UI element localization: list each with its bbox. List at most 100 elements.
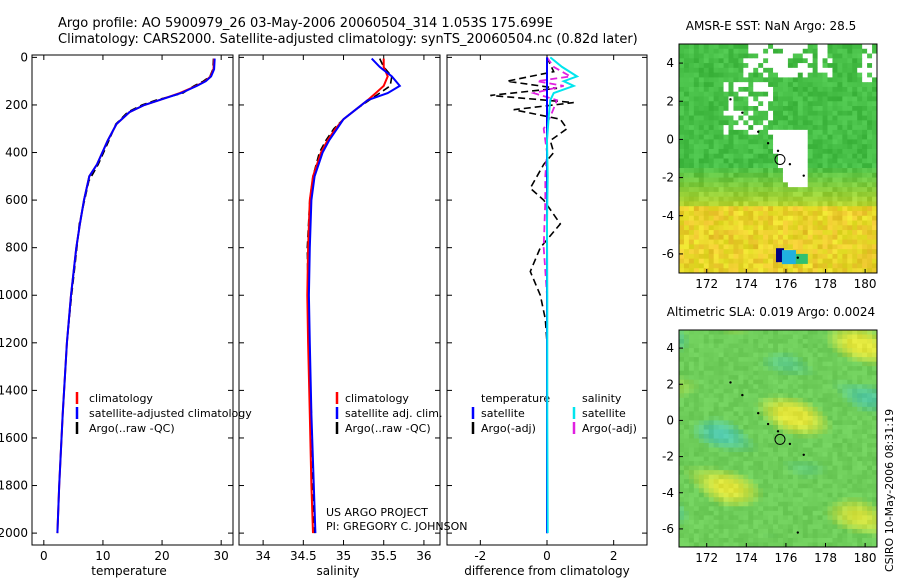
sla_map-cell (857, 456, 863, 462)
sst_map-cell (703, 258, 710, 264)
sla_map-cell (852, 411, 858, 417)
sst_map-cell (862, 201, 868, 207)
sla_map-cell (753, 348, 759, 353)
sla_map-cell (797, 506, 804, 512)
sla_map-cell (807, 361, 814, 367)
sla_map-cell (693, 361, 700, 367)
sst_map-cell (778, 210, 784, 217)
sla_map-cell (753, 343, 759, 349)
sla_map-cell (862, 515, 868, 521)
sst_map-cell (768, 234, 774, 240)
sst_map-cell (758, 67, 764, 74)
sst_map-cell (782, 139, 789, 145)
sla_map-cell (753, 361, 759, 367)
sla_map-cell (743, 470, 749, 476)
sla_map-cell (812, 357, 818, 363)
sla_map-cell (832, 447, 838, 453)
sst_map-cell (679, 177, 685, 183)
sla_map-cell (792, 506, 799, 512)
sst_map-cell (703, 110, 710, 116)
sla_map-cell (728, 424, 734, 430)
sst_map-cell (778, 139, 784, 145)
sst_map-cell (748, 72, 754, 78)
sla_map-cell (683, 343, 690, 349)
sst_map-cell (733, 101, 739, 107)
sla_map-cell (832, 479, 838, 485)
difference-panel: difference from climatology temperature … (464, 392, 637, 578)
salinity-xtick-label: 36 (416, 549, 431, 563)
sla_map-cell (792, 474, 799, 480)
sst_map-cell (743, 249, 749, 255)
sst_map-cell (748, 187, 754, 193)
sst_map-cell (708, 82, 715, 88)
sla_map-cell (748, 483, 754, 489)
sst_map-cell (753, 253, 759, 260)
sla_map-cell (768, 343, 774, 349)
sst_map-cell (842, 44, 848, 50)
sla_map-cell (698, 447, 705, 453)
sst_map-cell (797, 53, 804, 59)
sst_map-cell (792, 206, 799, 212)
sst_map-cell (738, 191, 744, 198)
sst_map-cell (773, 101, 779, 107)
sla_map-cell (768, 370, 774, 376)
sst_map-cell (728, 230, 734, 236)
sst_map-cell (748, 163, 754, 169)
sst_map-cell (807, 191, 814, 198)
sla_map-cell (872, 411, 878, 417)
sst_map-cell (867, 48, 873, 54)
sst_map-cell (748, 201, 754, 207)
sla_map-cell (753, 470, 759, 476)
sst_map-cell (792, 225, 799, 231)
sst_map-cell (797, 268, 804, 274)
sst_map-cell (837, 144, 843, 150)
sst_map-cell (817, 153, 823, 159)
sst_map-cell (693, 268, 700, 274)
sst_map-cell (837, 249, 843, 255)
sst_map-cell (723, 48, 729, 54)
sst_map-cell (698, 48, 705, 54)
sla_map-cell (842, 528, 848, 534)
sla_map-cell (723, 361, 729, 367)
sst_map-cell (698, 139, 705, 145)
sst_map-cell (773, 129, 779, 136)
sla_map-cell (713, 524, 719, 530)
sst_map-cell (763, 220, 769, 226)
sst_map-cell (758, 101, 764, 107)
sla_map-cell (832, 330, 838, 335)
sst_map-cell (698, 263, 705, 269)
sst_map-cell (773, 230, 779, 236)
sla_map-cell (792, 366, 799, 372)
sst_map-cell (728, 182, 734, 188)
sst_map-cell (723, 148, 729, 155)
sst_map-cell (728, 148, 734, 155)
sla_map-cell (733, 537, 739, 543)
sst_map-cell (753, 129, 759, 136)
sst_map-cell (773, 220, 779, 226)
sst_map-cell (847, 253, 853, 260)
sla_map-cell (782, 515, 789, 521)
sst_map-cell (847, 58, 853, 64)
sla_map-cell (683, 497, 690, 503)
sst_map-cell (837, 48, 843, 54)
sst_map-cell (748, 153, 754, 159)
sst_map-cell (832, 263, 838, 269)
sla_map-cell (688, 343, 695, 349)
sst_map-cell (683, 67, 690, 74)
sst_map-cell (807, 96, 814, 102)
sla_map-cell (688, 393, 695, 399)
sla_map-cell (812, 537, 818, 543)
sst_map-cell (842, 48, 848, 54)
sla_map-cell (758, 429, 764, 435)
sla_map-cell (773, 343, 779, 349)
sla_map-cell (802, 361, 809, 367)
sst_map-cell (713, 168, 719, 174)
sst_map-cell (703, 210, 710, 217)
sst_map-cell (827, 110, 833, 116)
sst_map-cell (738, 158, 744, 164)
sla_map-cell (827, 447, 833, 453)
sla_map-cell (792, 479, 799, 485)
sst_map-cell (738, 106, 744, 112)
sla_map-cell (768, 483, 774, 489)
sst_map-cell (679, 244, 685, 250)
